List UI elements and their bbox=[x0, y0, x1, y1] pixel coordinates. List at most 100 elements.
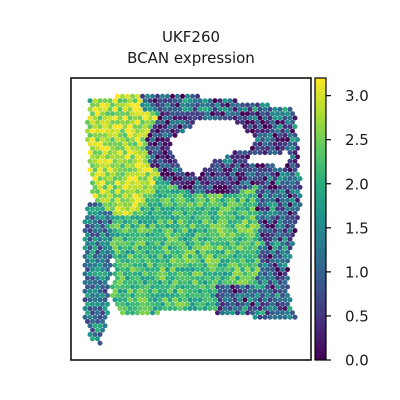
expression-spot bbox=[133, 176, 138, 181]
expression-spot bbox=[145, 224, 150, 229]
expression-spot bbox=[285, 111, 290, 116]
expression-spot bbox=[128, 263, 133, 268]
expression-spot bbox=[148, 271, 153, 276]
expression-spot bbox=[193, 306, 198, 311]
expression-spot bbox=[280, 276, 285, 281]
expression-spot bbox=[253, 289, 258, 294]
expression-spot bbox=[260, 250, 265, 255]
expression-spot bbox=[250, 310, 255, 315]
expression-spot bbox=[148, 133, 153, 138]
expression-spot bbox=[105, 189, 110, 194]
expression-spot bbox=[270, 302, 275, 307]
expression-spot bbox=[223, 289, 228, 294]
expression-spot bbox=[268, 124, 273, 129]
expression-spot bbox=[268, 245, 273, 250]
expression-spot bbox=[293, 124, 298, 129]
expression-spot bbox=[245, 129, 250, 134]
expression-spot bbox=[185, 267, 190, 272]
expression-spot bbox=[180, 250, 185, 255]
expression-spot bbox=[130, 293, 135, 298]
expression-spot bbox=[250, 129, 255, 134]
expression-spot bbox=[158, 211, 163, 216]
expression-spot bbox=[100, 206, 105, 211]
expression-spot bbox=[175, 232, 180, 237]
expression-spot bbox=[220, 163, 225, 168]
expression-spot bbox=[243, 245, 248, 250]
expression-spot bbox=[140, 258, 145, 263]
expression-spot bbox=[178, 176, 183, 181]
expression-spot bbox=[183, 124, 188, 129]
expression-spot bbox=[188, 271, 193, 276]
expression-spot bbox=[225, 215, 230, 220]
expression-spot bbox=[160, 180, 165, 185]
expression-spot bbox=[238, 150, 243, 155]
expression-spot bbox=[240, 250, 245, 255]
expression-spot bbox=[203, 98, 208, 103]
expression-spot bbox=[263, 176, 268, 181]
expression-spot bbox=[253, 116, 258, 121]
expression-spot bbox=[123, 297, 128, 302]
expression-spot bbox=[248, 193, 253, 198]
expression-spot bbox=[173, 124, 178, 129]
expression-spot bbox=[210, 215, 215, 220]
expression-spot bbox=[95, 267, 100, 272]
expression-spot bbox=[130, 137, 135, 142]
expression-spot bbox=[210, 111, 215, 116]
expression-spot bbox=[220, 284, 225, 289]
expression-spot bbox=[245, 232, 250, 237]
expression-spot bbox=[233, 271, 238, 276]
expression-spot bbox=[115, 267, 120, 272]
expression-spot bbox=[200, 189, 205, 194]
expression-spot bbox=[148, 263, 153, 268]
expression-spot bbox=[198, 297, 203, 302]
expression-spot bbox=[210, 224, 215, 229]
expression-spot bbox=[88, 315, 93, 320]
expression-spot bbox=[193, 193, 198, 198]
expression-spot bbox=[240, 215, 245, 220]
expression-spot bbox=[93, 98, 98, 103]
expression-spot bbox=[128, 167, 133, 172]
expression-spot bbox=[188, 245, 193, 250]
expression-spot bbox=[183, 107, 188, 112]
expression-spot bbox=[98, 133, 103, 138]
expression-spot bbox=[103, 306, 108, 311]
expression-spot bbox=[95, 328, 100, 333]
expression-spot bbox=[103, 323, 108, 328]
expression-spot bbox=[120, 163, 125, 168]
expression-spot bbox=[210, 198, 215, 203]
expression-spot bbox=[170, 241, 175, 246]
expression-spot bbox=[208, 98, 213, 103]
expression-spot bbox=[285, 129, 290, 134]
expression-spot bbox=[185, 111, 190, 116]
expression-spot bbox=[185, 293, 190, 298]
expression-spot bbox=[248, 289, 253, 294]
expression-spot bbox=[150, 232, 155, 237]
expression-spot bbox=[153, 289, 158, 294]
expression-spot bbox=[280, 198, 285, 203]
expression-spot bbox=[205, 103, 210, 108]
colorbar-tick-label: 1.0 bbox=[345, 263, 369, 281]
expression-spot bbox=[165, 146, 170, 151]
expression-spot bbox=[113, 263, 118, 268]
expression-spot bbox=[160, 258, 165, 263]
expression-spot bbox=[100, 250, 105, 255]
expression-spot bbox=[165, 206, 170, 211]
expression-spot bbox=[250, 276, 255, 281]
expression-spot bbox=[143, 159, 148, 164]
expression-spot bbox=[258, 228, 263, 233]
expression-spot bbox=[128, 211, 133, 216]
expression-spot bbox=[275, 267, 280, 272]
expression-spot bbox=[165, 189, 170, 194]
expression-spot bbox=[270, 250, 275, 255]
expression-spot bbox=[175, 172, 180, 177]
expression-spot bbox=[255, 172, 260, 177]
expression-spot bbox=[250, 189, 255, 194]
expression-spot bbox=[228, 289, 233, 294]
expression-spot bbox=[148, 202, 153, 207]
expression-spot bbox=[155, 293, 160, 298]
expression-spot bbox=[148, 211, 153, 216]
expression-spot bbox=[105, 111, 110, 116]
expression-spot bbox=[125, 129, 130, 134]
expression-spot bbox=[225, 310, 230, 315]
expression-spot bbox=[178, 289, 183, 294]
